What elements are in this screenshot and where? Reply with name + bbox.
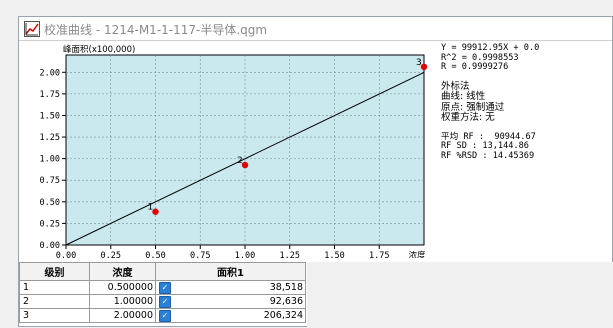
area-value: 38,518 (269, 282, 303, 293)
empty-panel (307, 262, 613, 328)
row-checkbox[interactable]: ✓ (159, 310, 171, 322)
column-header-concentration[interactable]: 浓度 (89, 262, 156, 281)
row-checkbox[interactable]: ✓ (159, 282, 171, 294)
origin-text: 原点: 强制通过 (441, 101, 505, 113)
concentration-cell[interactable]: 2.00000 (89, 308, 156, 323)
table-row[interactable]: 1 0.500000 ✓ 38,518 (19, 280, 306, 295)
title-bar: 校准曲线 - 1214-M1-1-117-半导体.qgm (19, 17, 612, 41)
data-point-label: 1 (148, 203, 154, 213)
table-header-row: 级别 浓度 面积1 (19, 262, 306, 281)
regression-line (65, 71, 425, 246)
x-tick-label: 0.50 (145, 251, 165, 258)
y-tick-label: 2.00 (40, 68, 60, 78)
method-text: 外标法 (441, 80, 470, 92)
area-value: 206,324 (263, 310, 303, 321)
level-cell[interactable]: 3 (19, 308, 90, 323)
area-value: 92,636 (269, 296, 303, 307)
y-tick-label: 0.25 (40, 219, 60, 229)
x-tick-label: 1.75 (369, 251, 389, 258)
y-tick-label: 1.00 (40, 155, 60, 165)
window-title: 校准曲线 - 1214-M1-1-117-半导体.qgm (44, 23, 268, 37)
concentration-cell[interactable]: 1.00000 (89, 294, 156, 309)
plot-area (65, 54, 425, 246)
r-squared-text: R^2 = 0.9998553 (441, 52, 519, 63)
x-tick-label: 1.00 (235, 251, 255, 258)
calibration-chart: 0.00 0.25 0.50 0.75 1.00 1.25 1.50 1.75 0.00 0.25… (19, 41, 437, 261)
x-tick-label: 0.00 (56, 251, 76, 258)
level-cell[interactable]: 1 (19, 280, 90, 295)
rf-rsd-text: RF %RSD : 14.45369 (441, 150, 535, 161)
calibration-table: 级别 浓度 面积1 1 0.500000 ✓ 38,518 2 1.00000 (19, 262, 306, 328)
regression-info-panel: Y = 99912.95X + 0.0 R^2 = 0.9998553 R = … (441, 43, 611, 254)
area-cell[interactable]: ✓ 38,518 (155, 280, 306, 295)
y-tick-label: 0.75 (40, 176, 60, 186)
y-tick-label: 0.50 (40, 198, 60, 208)
rf-average-text: 平均 RF : 90944.67 (441, 131, 536, 142)
curve-type-text: 曲线: 线性 (441, 91, 486, 103)
data-point-label: 2 (237, 156, 243, 166)
column-header-level[interactable]: 级别 (19, 262, 90, 281)
row-checkbox[interactable]: ✓ (159, 296, 171, 308)
x-axis-label: 浓度 (408, 250, 426, 258)
data-point (152, 208, 159, 215)
area-cell[interactable]: ✓ 206,324 (155, 308, 306, 323)
data-point-label: 3 (416, 58, 422, 68)
equation-text: Y = 99912.95X + 0.0 (441, 43, 540, 53)
y-tick-label: 1.25 (40, 133, 60, 143)
chart-svg: 0.00 0.25 0.50 0.75 1.00 1.25 1.50 1.75 0.00 0.25… (40, 44, 428, 261)
concentration-cell[interactable]: 0.500000 (89, 280, 156, 295)
y-axis-label: 峰面积(x100,000) (63, 44, 135, 55)
rf-sd-text: RF SD : 13,144.86 (441, 141, 529, 152)
x-tick-label: 0.25 (101, 251, 121, 258)
y-tick-label: 0.00 (40, 241, 60, 251)
level-cell[interactable]: 2 (19, 294, 90, 309)
data-point (241, 161, 249, 169)
x-tick-label: 0.75 (190, 251, 210, 258)
calibration-window: 校准曲线 - 1214-M1-1-117-半导体.qgm 0.00 0.25 0.5… (18, 16, 613, 328)
data-point (420, 63, 428, 71)
table-row[interactable]: 2 1.00000 ✓ 92,636 (19, 294, 306, 309)
column-header-area[interactable]: 面积1 (155, 262, 306, 281)
r-text: R = 0.9999276 (441, 62, 509, 73)
weight-text: 权重方法: 无 (441, 112, 495, 124)
x-tick-label: 1.25 (280, 251, 300, 258)
y-tick-label: 1.50 (40, 111, 60, 121)
y-tick-label: 1.75 (40, 90, 60, 100)
x-tick-label: 1.50 (324, 251, 344, 258)
area-cell[interactable]: ✓ 92,636 (155, 294, 306, 309)
calibration-curve-icon (24, 21, 40, 37)
table-row[interactable]: 3 2.00000 ✓ 206,324 (19, 308, 306, 323)
